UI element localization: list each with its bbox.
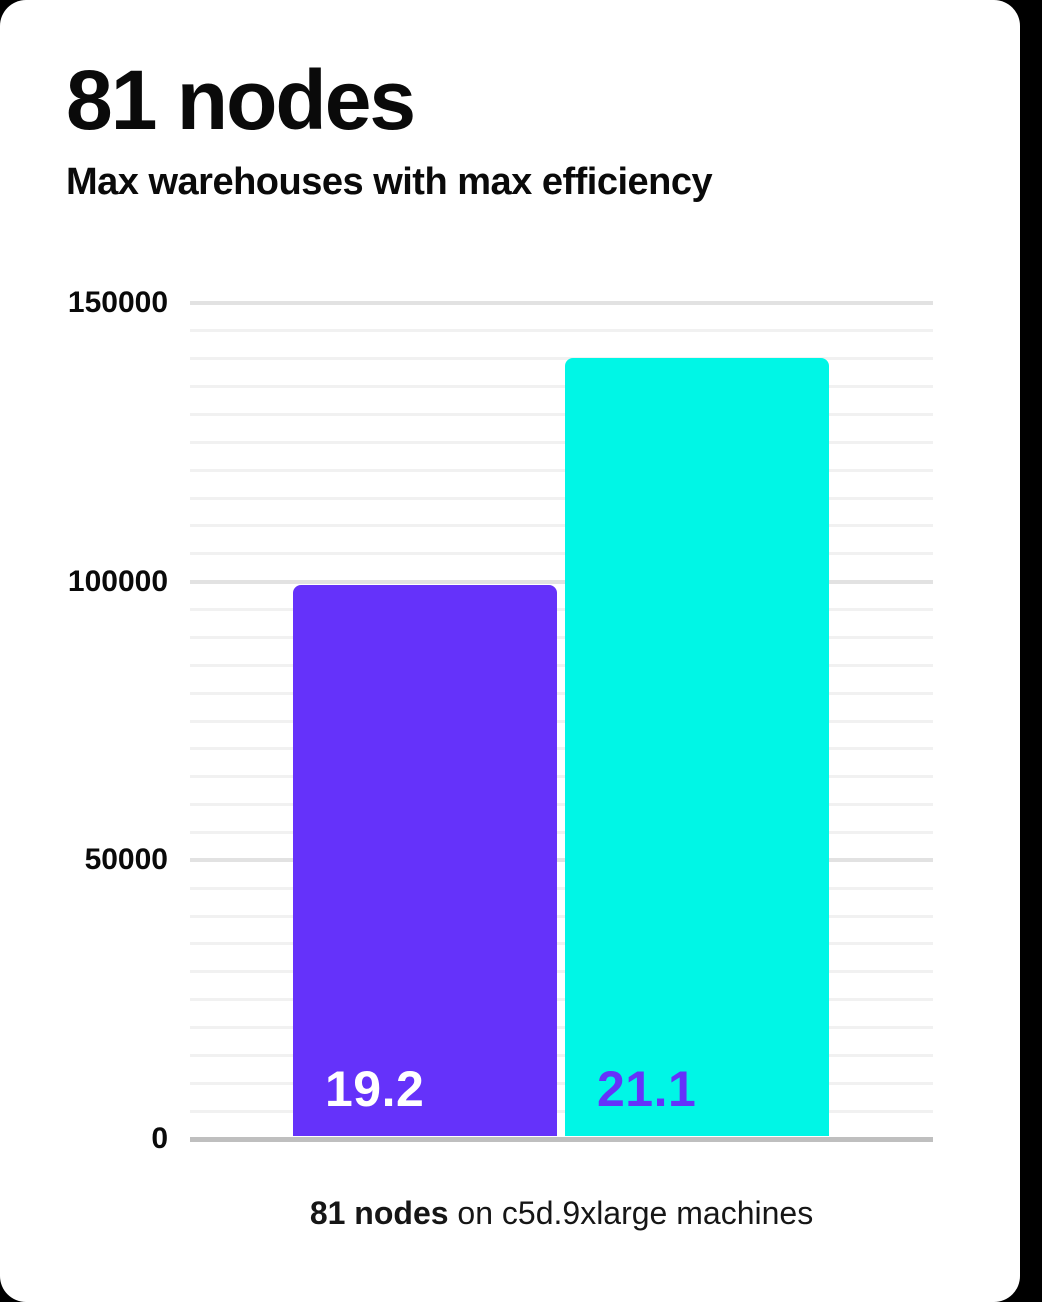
gridline-minor <box>190 886 933 890</box>
bar: 21.1 <box>565 358 829 1136</box>
gridline-minor <box>190 1081 933 1085</box>
gridline-minor <box>190 468 933 472</box>
gridline-minor <box>190 803 933 807</box>
gridline-minor <box>190 970 933 974</box>
chart-title: 81 nodes <box>66 53 416 147</box>
gridline-minor <box>190 1109 933 1113</box>
gridline-minor <box>190 747 933 751</box>
bar-chart: 150000 100000 50000 0 19.2 21.1 <box>67 286 933 1155</box>
gridline-minor <box>190 830 933 834</box>
gridline-minor <box>190 998 933 1002</box>
gridline-minor <box>190 635 933 639</box>
y-axis-tick-label: 100000 <box>67 564 168 598</box>
chart-caption: 81 nodes on c5d.9xlarge machines <box>190 1194 933 1232</box>
gridline-minor <box>190 691 933 695</box>
gridline-minor <box>190 775 933 779</box>
gridline-minor <box>190 1053 933 1057</box>
gridline-major <box>190 579 933 584</box>
gridline-minor <box>190 496 933 500</box>
gridline-minor <box>190 524 933 528</box>
gridline-minor <box>190 329 933 333</box>
chart-subtitle: Max warehouses with max efficiency <box>66 161 713 203</box>
bar-value-label: 19.2 <box>325 1060 425 1117</box>
gridline-minor <box>190 942 933 946</box>
gridline-minor <box>190 663 933 667</box>
y-axis-tick-label: 150000 <box>67 286 168 319</box>
gridline-minor <box>190 719 933 723</box>
gridline-minor <box>190 357 933 361</box>
bar-value-label: 21.1 <box>597 1060 697 1117</box>
caption-bold-text: 81 nodes <box>309 1195 449 1231</box>
gridline-minor <box>190 1026 933 1030</box>
chart-card: 81 nodes Max warehouses with max efficie… <box>0 0 1020 1302</box>
gridline-major <box>190 301 933 305</box>
x-axis-line <box>190 1136 933 1142</box>
gridline-minor <box>190 914 933 918</box>
gridline-minor <box>190 412 933 416</box>
caption-regular-text: on c5d.9xlarge machines <box>448 1195 814 1231</box>
gridline-minor <box>190 440 933 444</box>
y-axis-tick-label: 50000 <box>84 843 168 877</box>
y-axis-tick-label: 0 <box>151 1122 168 1155</box>
gridline-minor <box>190 608 933 612</box>
bar: 19.2 <box>293 585 557 1136</box>
gridline-minor <box>190 385 933 389</box>
gridline-minor <box>190 552 933 556</box>
gridline-major <box>190 858 933 863</box>
